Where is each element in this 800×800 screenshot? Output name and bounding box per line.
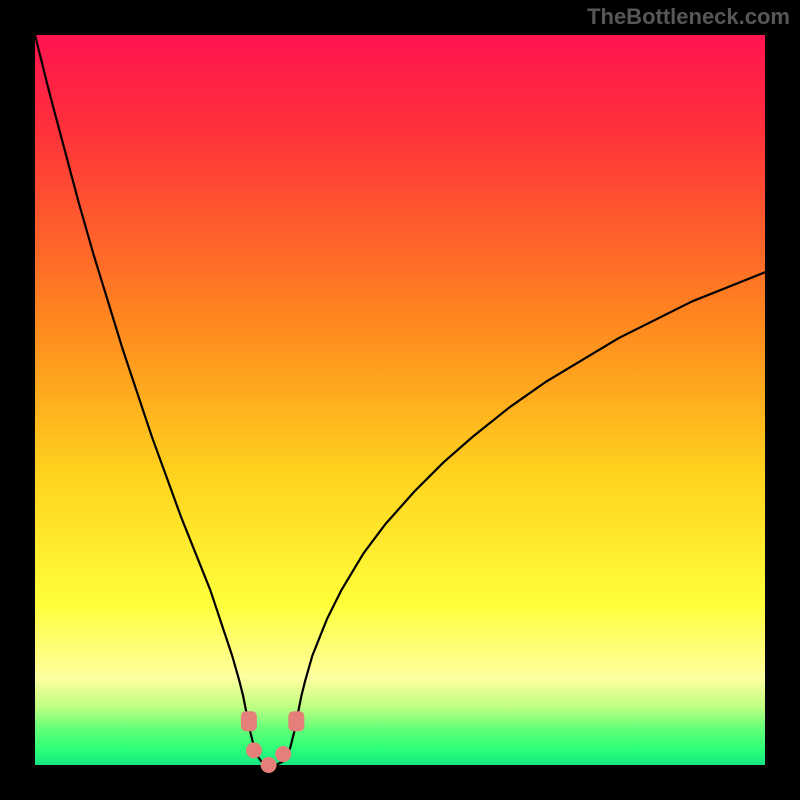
- chart-container: TheBottleneck.com: [0, 0, 800, 800]
- curve-marker: [241, 711, 257, 731]
- curve-marker: [246, 742, 262, 758]
- watermark-text: TheBottleneck.com: [587, 4, 790, 30]
- bottleneck-curve: [35, 35, 765, 765]
- curve-overlay: [35, 35, 765, 765]
- plot-area: [35, 35, 765, 765]
- curve-marker: [261, 757, 277, 773]
- curve-marker: [275, 746, 291, 762]
- curve-marker: [288, 711, 304, 731]
